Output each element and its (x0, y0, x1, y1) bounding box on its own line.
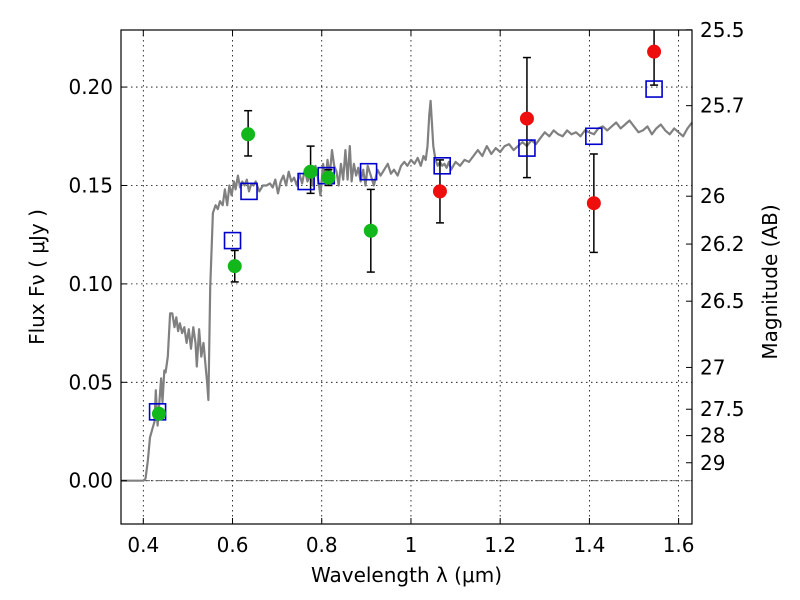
y-ticks: 0.00 0.05 0.10 0.15 0.20 (68, 75, 127, 493)
x-ticks: 0.4 0.6 0.8 1 1.2 1.4 1.6 (127, 30, 695, 557)
x-tick-label: 1 (405, 533, 418, 557)
model-photometry-square (359, 162, 378, 181)
magnitude-tick-label: 26.2 (700, 232, 745, 256)
model-photometry-square (433, 157, 451, 175)
red-data-point (586, 196, 601, 211)
y-tick-label: 0.05 (68, 370, 113, 394)
x-tick-label: 0.4 (127, 533, 159, 557)
green-data-point (227, 259, 242, 274)
red-data-point (519, 111, 534, 126)
observed-points-group (151, 44, 662, 421)
magnitude-tick-label: 27 (700, 355, 725, 379)
magnitude-axis-label: Magnitude (AB) (758, 204, 782, 359)
x-axis-label: Wavelength λ (μm) (311, 563, 502, 587)
x-tick-label: 1.4 (573, 533, 605, 557)
model-photometry-group (148, 80, 663, 421)
grid (121, 30, 692, 524)
x-tick-label: 1.2 (484, 533, 516, 557)
model-photometry-square (518, 139, 536, 157)
y-tick-label: 0.20 (68, 75, 113, 99)
y-tick-label: 0.15 (68, 173, 113, 197)
model-photometry-square (645, 80, 663, 98)
green-data-point (151, 406, 166, 421)
model-spectrum-line (121, 99, 693, 482)
magnitude-tick-label: 27.5 (700, 397, 745, 421)
green-data-point (321, 170, 336, 185)
magnitude-tick-label: 29 (700, 451, 725, 475)
model-photometry-square (240, 182, 258, 201)
magnitude-tick-label: 26.5 (700, 289, 745, 313)
magnitude-tick-label: 25.7 (700, 94, 745, 118)
green-data-point (241, 127, 256, 142)
magnitude-tick-label: 28 (700, 424, 725, 448)
x-tick-label: 0.6 (217, 533, 249, 557)
model-photometry-square (223, 231, 242, 250)
green-data-point (303, 164, 318, 179)
green-data-point (363, 223, 378, 238)
y-axis-label: Flux Fν ( μJy ) (25, 209, 49, 345)
x-tick-label: 0.8 (306, 533, 338, 557)
model-photometry-square (585, 127, 603, 146)
error-bars-group (230, 30, 659, 283)
model-spectrum-group (121, 99, 693, 482)
plot-frame (120, 29, 693, 525)
y-tick-label: 0.10 (68, 272, 113, 296)
y-tick-label: 0.00 (68, 469, 113, 493)
red-data-point (432, 184, 447, 199)
magnitude-tick-label: 26 (700, 184, 725, 208)
magnitude-ticks: 25.5 25.7 26 26.2 26.5 27 27.5 28 29 (686, 18, 745, 475)
x-tick-label: 1.6 (663, 533, 695, 557)
magnitude-tick-label: 25.5 (700, 18, 745, 42)
red-data-point (647, 44, 662, 59)
